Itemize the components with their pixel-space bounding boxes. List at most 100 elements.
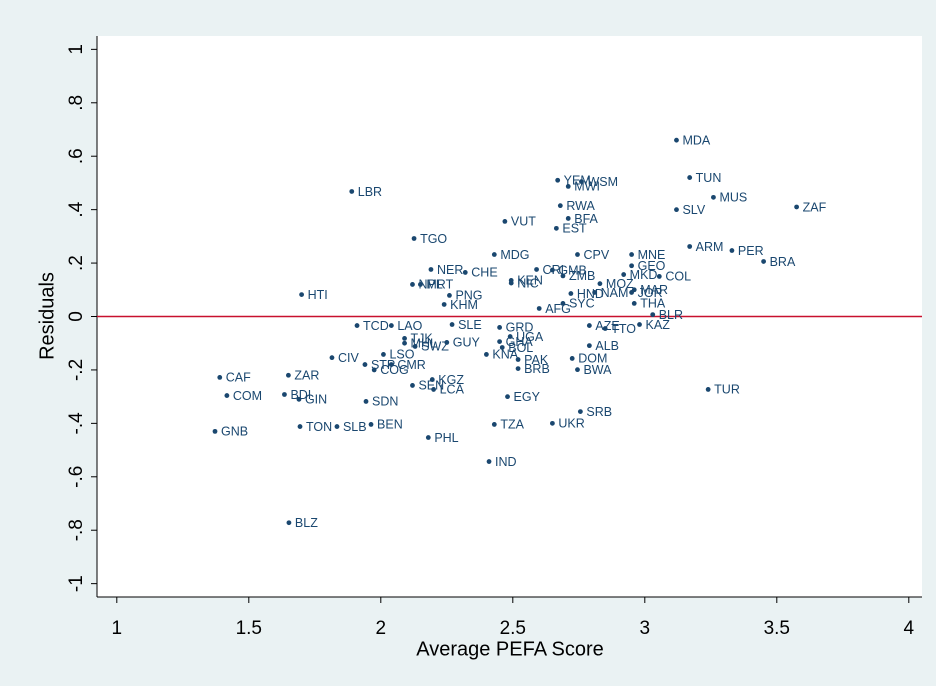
point	[565, 216, 571, 221]
point-label: GIN	[305, 393, 327, 407]
point	[491, 422, 497, 427]
point-label: SYC	[569, 297, 595, 311]
point	[569, 356, 575, 361]
point-label: GHA	[506, 335, 534, 349]
point	[515, 357, 521, 362]
point-label: BWA	[583, 363, 612, 377]
point-label: STP	[371, 358, 395, 372]
point-label: PAK	[524, 353, 549, 367]
point-label: ZAF	[803, 200, 827, 214]
point-label: TTO	[611, 322, 636, 336]
point-label: GUY	[453, 336, 481, 350]
point	[687, 175, 693, 180]
point-label: KGZ	[438, 373, 464, 387]
point	[286, 520, 292, 526]
point	[687, 244, 693, 249]
point-label: NPL	[418, 278, 442, 292]
point	[577, 409, 583, 415]
point-label: LSO	[389, 348, 414, 362]
point-label: DOM	[578, 352, 607, 366]
point-label: KAZ	[646, 318, 671, 332]
y-tick-label: .8	[66, 95, 87, 111]
point	[425, 435, 431, 440]
x-tick-label: 2.5	[500, 618, 526, 639]
point	[674, 137, 679, 143]
point-label: WSM	[587, 175, 618, 189]
point	[447, 292, 452, 298]
point-label: MUS	[719, 191, 747, 205]
point	[484, 352, 489, 357]
point-label: KHM	[450, 298, 478, 312]
point	[602, 326, 608, 331]
point-label: EGY	[514, 390, 541, 404]
x-tick-label: 1	[112, 618, 123, 639]
point	[296, 396, 302, 402]
y-tick-label: -.4	[66, 412, 87, 435]
point	[560, 273, 566, 279]
point	[508, 280, 514, 286]
point-label: BDI	[290, 388, 311, 402]
point-label: AZE	[595, 319, 619, 333]
point	[412, 344, 418, 349]
point	[212, 428, 218, 434]
point	[402, 340, 407, 346]
point	[536, 306, 542, 311]
point	[534, 267, 539, 272]
point-label: GMB	[558, 263, 586, 277]
point-label: CPV	[583, 248, 609, 262]
point-label: TUN	[696, 171, 722, 185]
point-label: SLB	[343, 420, 367, 434]
point-label: TCD	[363, 319, 389, 333]
point	[650, 312, 656, 318]
point-label: BRB	[524, 362, 550, 376]
point-label: TGO	[420, 232, 447, 246]
point-label: ARM	[696, 240, 724, 254]
point	[462, 270, 468, 275]
point-label: BLZ	[295, 516, 318, 530]
point	[297, 424, 303, 429]
y-tick-label: -.6	[66, 466, 87, 488]
point-label: BOL	[508, 341, 533, 355]
point	[441, 302, 447, 307]
point-label: CHE	[471, 266, 497, 280]
point-label: MOZ	[606, 277, 634, 291]
y-tick-label: -.8	[66, 519, 87, 541]
point	[575, 252, 580, 257]
point	[428, 267, 434, 272]
point	[674, 207, 679, 213]
point-label: HTI	[308, 288, 328, 302]
point-label: SRB	[586, 405, 612, 419]
point	[711, 194, 716, 200]
point-label: IND	[495, 455, 517, 469]
point	[557, 203, 563, 209]
point-label: KNA	[492, 348, 518, 362]
y-tick-label: -.2	[66, 359, 87, 381]
point-label: NER	[437, 263, 463, 277]
point	[363, 399, 369, 404]
point	[550, 267, 555, 273]
point	[334, 424, 340, 429]
point-label: ZAR	[294, 369, 319, 383]
point-label: THA	[640, 297, 666, 311]
point	[507, 334, 513, 339]
point	[402, 336, 407, 341]
point-label: MWI	[574, 180, 600, 194]
point	[354, 323, 360, 328]
point	[621, 272, 627, 277]
x-tick-label: 4	[904, 618, 915, 639]
point	[381, 352, 386, 357]
point	[586, 343, 592, 349]
x-tick-label: 3.5	[764, 618, 790, 639]
point-label: COL	[665, 270, 691, 284]
point-label: COG	[380, 363, 408, 377]
point	[349, 189, 355, 194]
point-label: KEN	[517, 274, 543, 288]
point	[388, 323, 394, 328]
y-tick-label: 1	[66, 44, 87, 55]
point-label: SLE	[458, 318, 482, 332]
point-label: MDA	[682, 133, 710, 147]
point	[362, 362, 368, 367]
point-label: TJK	[411, 332, 434, 346]
